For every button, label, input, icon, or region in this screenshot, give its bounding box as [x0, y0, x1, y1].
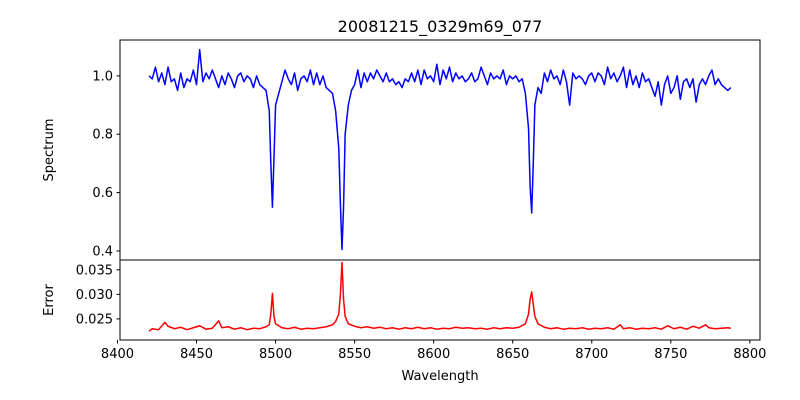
error-line — [148, 261, 732, 332]
y-axis-label-spectrum: Spectrum — [42, 119, 57, 182]
x-tick-label: 8700 — [575, 347, 608, 362]
spectrum-line — [148, 48, 732, 251]
y-tick-label: 0.4 — [92, 244, 113, 259]
x-tick-label: 8650 — [496, 347, 529, 362]
y-tick-label: 1.0 — [92, 69, 113, 84]
x-axis-label: Wavelength — [401, 369, 478, 384]
error-axes-frame — [119, 259, 761, 341]
y-tick-label: 0.6 — [92, 186, 113, 201]
y-tick-label: 0.030 — [76, 288, 113, 303]
spectrum-axes-frame — [119, 39, 761, 261]
chart-title: 20081215_0329m69_077 — [338, 17, 543, 37]
x-tick-label: 8400 — [101, 347, 134, 362]
x-tick-label: 8750 — [654, 347, 687, 362]
y-tick-label: 0.035 — [76, 263, 113, 278]
error-panel: 0.025 0.030 0.035 8400 8450 8500 8550 8600 8650 8… — [76, 259, 766, 362]
x-tick-label: 8550 — [338, 347, 371, 362]
x-tick-label: 8450 — [180, 347, 213, 362]
spectrum-panel: 0.4 0.6 0.8 1.0 — [92, 39, 761, 261]
y-axis-label-error: Error — [42, 284, 57, 316]
x-tick-label: 8800 — [733, 347, 766, 362]
x-tick-label: 8600 — [417, 347, 450, 362]
y-tick-label: 0.8 — [92, 128, 113, 143]
x-tick-label: 8500 — [259, 347, 292, 362]
y-tick-label: 0.025 — [76, 312, 113, 327]
